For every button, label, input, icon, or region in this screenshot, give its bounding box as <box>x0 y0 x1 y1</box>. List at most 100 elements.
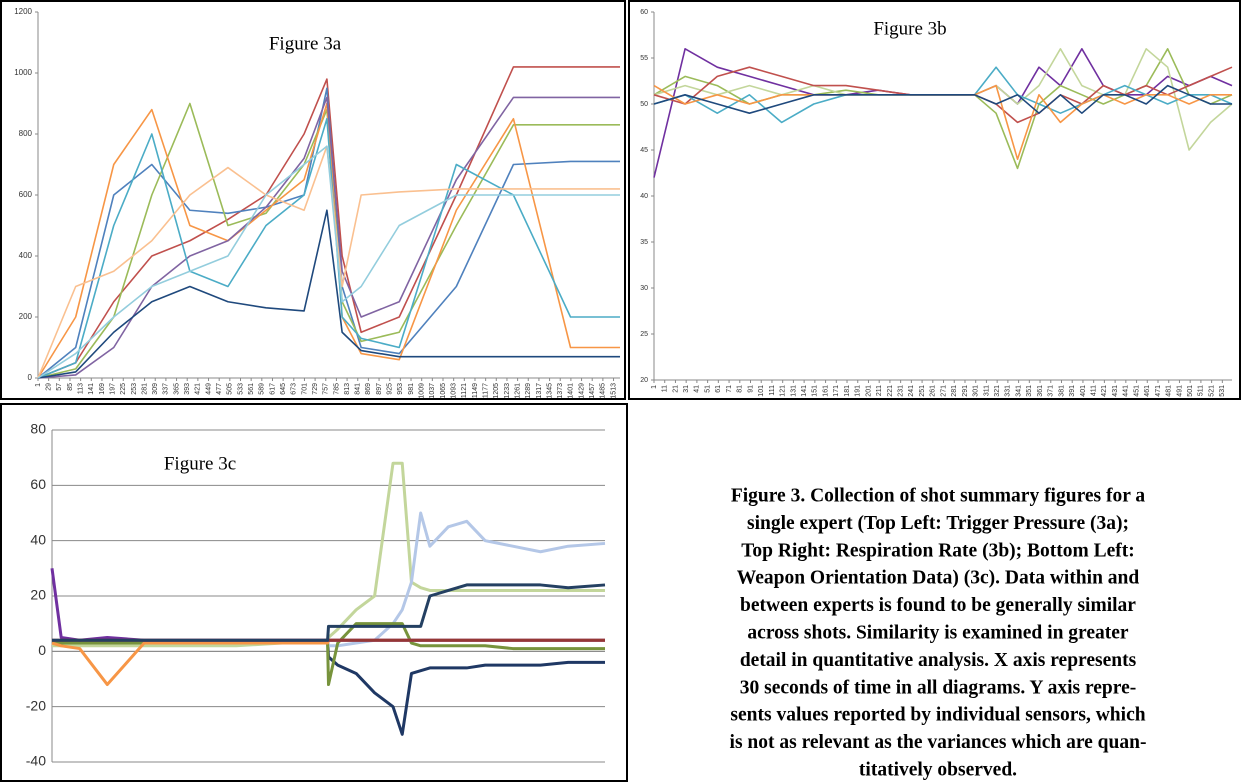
y-tick-label: 40 <box>30 531 46 547</box>
x-tick-label: 421 <box>1101 385 1108 397</box>
x-tick-label: 411 <box>1091 385 1098 396</box>
y-tick-label: -40 <box>26 753 46 769</box>
series-line <box>653 84 1232 160</box>
x-tick-label: 981 <box>408 383 415 395</box>
x-tick-label: 161 <box>822 385 829 397</box>
x-tick-label: 351 <box>1026 385 1033 397</box>
x-tick-label: 309 <box>152 383 159 395</box>
x-tick-label: 617 <box>269 383 276 395</box>
x-tick-label: 171 <box>833 385 840 397</box>
x-tick-label: 51 <box>704 385 711 393</box>
x-tick-label: 401 <box>1080 385 1087 397</box>
series-line <box>52 461 605 648</box>
caption-line: Top Right: Respiration Rate (3b); Bottom… <box>741 540 1135 561</box>
x-tick-label: 729 <box>312 383 319 395</box>
y-tick-label: -20 <box>26 697 46 713</box>
y-tick-label: 1000 <box>14 68 32 77</box>
x-tick-label: 231 <box>897 385 904 397</box>
title-background <box>840 14 980 46</box>
y-tick-label: 60 <box>640 9 648 16</box>
x-tick-label: 41 <box>694 385 701 393</box>
x-tick-label: 201 <box>865 385 872 397</box>
x-tick-label: 21 <box>672 385 679 393</box>
x-tick-label: 393 <box>184 383 191 395</box>
x-tick-label: 191 <box>855 385 862 397</box>
x-tick-label: 321 <box>994 385 1001 397</box>
x-tick-label: 141 <box>801 385 808 397</box>
x-tick-label: 531 <box>1219 385 1226 397</box>
x-tick-label: 1149 <box>472 383 479 398</box>
x-tick-label: 441 <box>1123 385 1130 397</box>
x-tick-label: 211 <box>876 385 883 396</box>
x-tick-label: 1485 <box>600 383 607 399</box>
x-tick-label: 953 <box>397 383 404 395</box>
x-tick-label: 521 <box>1208 385 1215 397</box>
caption-line: Figure 3. Collection of shot summary fig… <box>731 485 1146 506</box>
x-tick-label: 197 <box>109 383 116 395</box>
x-tick-label: 1429 <box>578 383 585 399</box>
caption-line: detail in quantitative analysis. X axis … <box>740 650 1137 671</box>
x-tick-label: 1205 <box>493 383 500 399</box>
x-tick-label: 365 <box>173 383 180 395</box>
series-line <box>37 66 620 379</box>
x-tick-label: 11 <box>662 385 669 392</box>
y-tick-label: 25 <box>640 331 648 338</box>
x-tick-label: 1345 <box>546 383 553 399</box>
chart-title: Figure 3a <box>269 33 342 54</box>
x-tick-label: 121 <box>780 385 787 397</box>
x-tick-label: 785 <box>333 383 340 395</box>
x-tick-label: 131 <box>790 385 797 397</box>
y-tick-label: 45 <box>640 147 648 154</box>
x-tick-label: 31 <box>683 385 690 393</box>
y-tick-label: 1200 <box>14 7 32 16</box>
x-tick-label: 511 <box>1198 385 1205 396</box>
x-tick-label: 381 <box>1058 385 1065 397</box>
x-tick-label: 813 <box>344 383 351 395</box>
x-tick-label: 261 <box>930 385 937 397</box>
x-tick-label: 29 <box>46 383 53 391</box>
x-tick-label: 341 <box>1015 385 1022 397</box>
x-tick-label: 1037 <box>429 383 436 399</box>
caption-line: is not as relevant as the variances whic… <box>730 732 1147 753</box>
x-tick-label: 673 <box>291 383 298 395</box>
x-tick-label: 421 <box>195 383 202 395</box>
panel-frame <box>0 403 628 782</box>
x-tick-label: 181 <box>844 385 851 397</box>
x-tick-label: 1233 <box>504 383 511 399</box>
x-tick-label: 1401 <box>568 383 575 399</box>
panel-frame <box>0 0 626 400</box>
x-tick-label: 925 <box>387 383 394 395</box>
y-tick-label: 20 <box>640 377 648 384</box>
x-tick-label: 449 <box>205 383 212 395</box>
x-tick-label: 701 <box>301 383 308 395</box>
x-tick-label: 331 <box>1005 385 1012 397</box>
x-tick-label: 361 <box>1037 385 1044 397</box>
series-line <box>653 84 1232 114</box>
x-tick-label: 391 <box>1069 385 1076 397</box>
series-line <box>37 145 620 379</box>
y-tick-label: 60 <box>30 476 46 492</box>
series-line <box>52 583 606 642</box>
x-tick-label: 91 <box>747 385 754 393</box>
x-tick-label: 241 <box>908 385 915 397</box>
y-tick-label: 200 <box>19 312 33 321</box>
x-tick-label: 841 <box>355 383 362 395</box>
y-tick-label: 30 <box>640 285 648 292</box>
x-tick-label: 251 <box>919 385 926 397</box>
y-tick-label: 50 <box>640 101 648 108</box>
x-tick-label: 271 <box>940 385 947 397</box>
caption-line: sents values reported by individual sens… <box>730 705 1145 726</box>
y-tick-label: 800 <box>19 129 33 138</box>
y-tick-label: 0 <box>28 373 33 382</box>
caption-line: 30 seconds of time in all diagrams. Y ax… <box>740 677 1136 698</box>
y-tick-label: 20 <box>30 587 46 603</box>
x-tick-label: 141 <box>88 383 95 395</box>
x-tick-label: 1065 <box>440 383 447 399</box>
x-tick-label: 645 <box>280 383 287 395</box>
x-tick-label: 461 <box>1144 385 1151 397</box>
x-tick-label: 869 <box>365 383 372 395</box>
x-tick-label: 311 <box>983 385 990 396</box>
x-tick-label: 1009 <box>419 383 426 399</box>
